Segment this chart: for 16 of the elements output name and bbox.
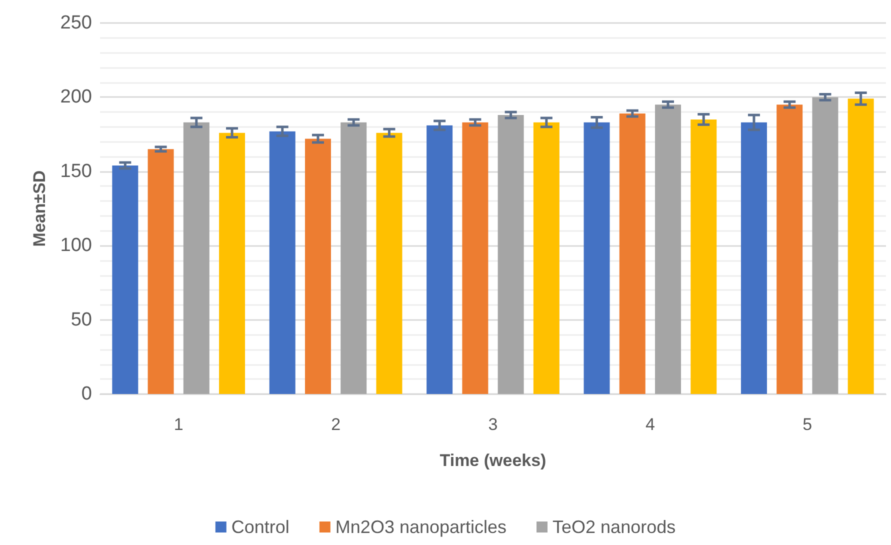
x-tick-label: 2 bbox=[331, 415, 341, 434]
y-tick-label: 150 bbox=[60, 160, 92, 182]
legend-label: Mn2O3 nanoparticles bbox=[335, 517, 507, 537]
y-tick-label: 200 bbox=[60, 86, 92, 108]
legend-label: TeO2 nanorods bbox=[552, 517, 676, 537]
x-axis-title: Time (weeks) bbox=[440, 451, 546, 470]
x-tick-label: 5 bbox=[802, 415, 812, 434]
x-tick-label: 3 bbox=[488, 415, 498, 434]
y-tick-label: 0 bbox=[81, 384, 92, 404]
y-axis-title: Mean±SD bbox=[30, 170, 49, 247]
x-tick-label: 1 bbox=[174, 415, 184, 434]
y-tick-label: 250 bbox=[60, 12, 92, 34]
y-tick-label: 50 bbox=[70, 309, 92, 330]
x-tick-label: 4 bbox=[645, 415, 655, 434]
legend-label: Control bbox=[231, 517, 290, 537]
y-tick-label: 100 bbox=[60, 235, 92, 256]
